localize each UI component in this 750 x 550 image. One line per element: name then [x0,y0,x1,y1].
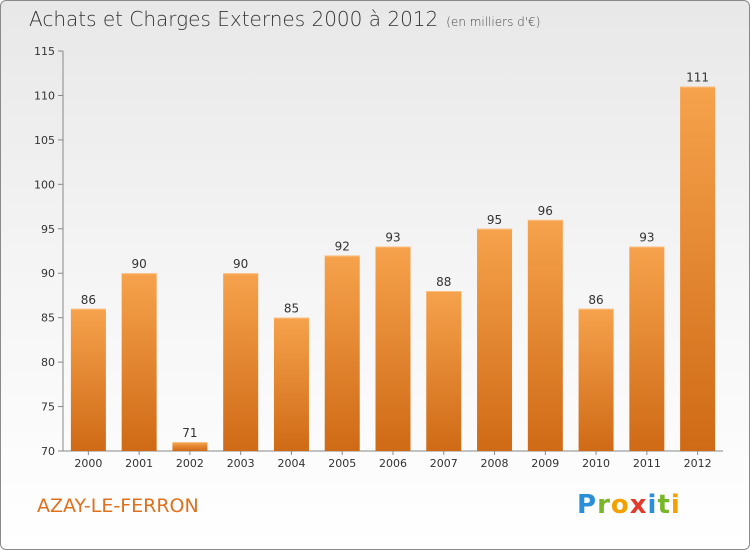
bar [70,308,106,451]
bar-value-label: 93 [385,231,400,245]
bar-value-label: 95 [487,213,502,227]
bar-value-label: 71 [182,426,197,440]
bar [527,219,563,451]
bar [223,273,259,451]
bar-value-label: 86 [81,293,96,307]
bar [629,246,665,451]
bar-value-label: 92 [335,239,350,253]
x-tick-label: 2003 [227,457,255,470]
x-tick-label: 2009 [531,457,559,470]
x-tick-label: 2005 [328,457,356,470]
chart-title: Achats et Charges Externes 2000 à 2012 (e… [29,7,540,31]
bar-value-label: 90 [132,257,147,271]
y-tick-label: 95 [41,223,55,236]
y-tick-label: 90 [41,267,55,280]
bar [375,246,411,451]
bar [578,308,614,451]
bar [172,442,208,451]
chart-axes: 70 75 80 85 90 95 100 105 110 115 2000 2001 2002 2003… [34,45,723,470]
y-tick-label: 115 [34,45,55,58]
y-tick-label: 105 [34,134,55,147]
x-tick-label: 2010 [582,457,610,470]
bar [426,291,462,451]
bar-value-label: 85 [284,302,299,316]
bar [477,228,513,451]
x-tick-label: 2007 [430,457,458,470]
y-tick-label: 85 [41,312,55,325]
chart-title-text: Achats et Charges Externes 2000 à 2012 [29,7,439,31]
bar [680,86,716,452]
bar-value-label: 96 [538,204,553,218]
bar [121,273,157,451]
x-tick-label: 2000 [74,457,102,470]
city-name: AZAY-LE-FERRON [37,495,199,517]
y-tick-label: 70 [41,445,55,458]
x-tick-label: 2006 [379,457,407,470]
x-tick-label: 2012 [684,457,712,470]
bar-value-label: 86 [588,293,603,307]
bar-value-label: 88 [436,275,451,289]
chart-labels: 86 90 71 90 85 92 93 88 95 96 86 93 111 [81,71,709,441]
chart-bars [70,86,716,452]
y-tick-label: 110 [34,89,55,102]
bar [273,317,309,451]
y-tick-label: 100 [34,178,55,191]
y-tick-label: 75 [41,401,55,414]
bar-value-label: 111 [686,71,709,85]
proxiti-logo[interactable]: Proxiti [577,490,681,520]
bar [324,255,360,451]
x-tick-label: 2008 [481,457,509,470]
x-tick-label: 2001 [125,457,153,470]
bar-value-label: 93 [639,231,654,245]
x-tick-label: 2004 [277,457,305,470]
y-tick-label: 80 [41,356,55,369]
x-tick-label: 2011 [633,457,661,470]
bar-value-label: 90 [233,257,248,271]
x-tick-label: 2002 [176,457,204,470]
chart-subtitle: (en milliers d'€) [446,15,541,29]
